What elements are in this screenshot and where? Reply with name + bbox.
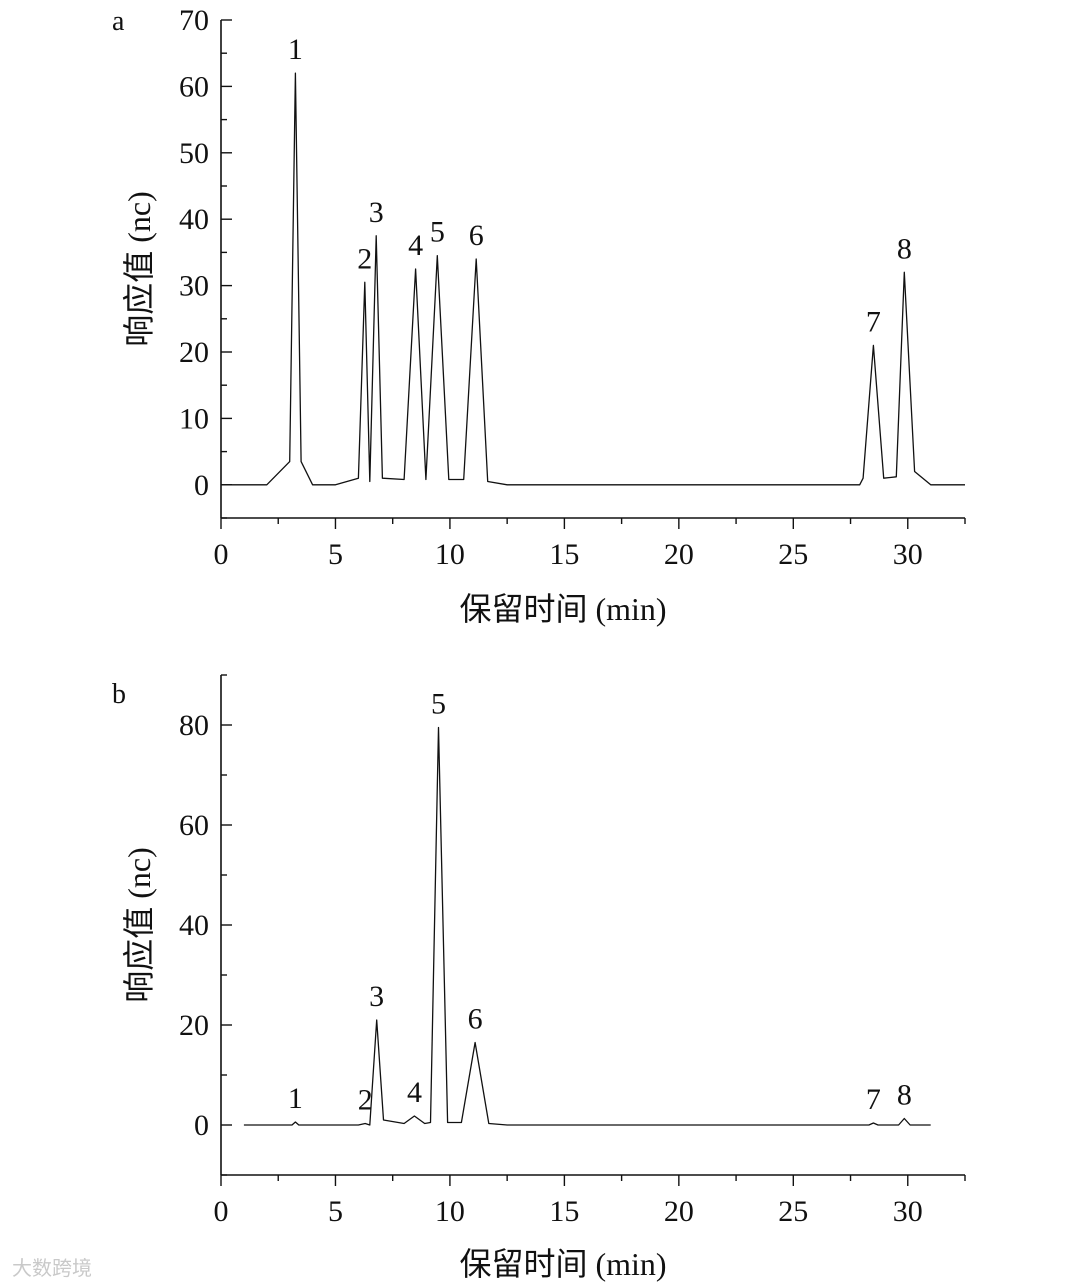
x-tick-label: 10: [435, 1195, 465, 1228]
peak-label: 7: [866, 305, 881, 338]
peak-label: 5: [431, 688, 446, 721]
y-tick-label: 60: [179, 70, 209, 103]
x-tick-label: 5: [328, 538, 343, 571]
x-axis-title: 保留时间 (min): [459, 1246, 666, 1282]
y-tick-label: 0: [194, 469, 209, 502]
x-tick-label: 0: [214, 538, 229, 571]
peak-label: 6: [469, 219, 484, 252]
x-tick-label: 15: [549, 538, 579, 571]
y-tick-label: 30: [179, 270, 209, 303]
x-tick-label: 15: [549, 1195, 579, 1228]
y-tick-label: 20: [179, 336, 209, 369]
x-tick-label: 30: [893, 1195, 923, 1228]
chromatogram-trace: [243, 726, 931, 1126]
x-tick-label: 10: [435, 538, 465, 571]
peak-label: 3: [369, 980, 384, 1013]
peak-label: 6: [468, 1003, 483, 1036]
peak-label: 4: [407, 1076, 422, 1109]
peak-label: 2: [357, 242, 372, 275]
watermark-text: 大数跨境: [12, 1256, 92, 1280]
peak-label: 1: [288, 1082, 303, 1115]
panel-letter: a: [112, 6, 125, 37]
panel-b-chart: 0 20 40 60 80 0 5 10 15 20 25 30 1 2 3 4 5 6 7 8 b 响应值 (nc) 保留…: [112, 674, 966, 1282]
y-tick-label: 60: [179, 809, 209, 842]
y-axis-title: 响应值 (nc): [121, 847, 157, 1003]
peak-label: 2: [358, 1084, 373, 1117]
peak-label: 8: [897, 1079, 912, 1112]
peak-label: 1: [288, 33, 303, 66]
y-tick-label: 80: [179, 709, 209, 742]
y-tick-label: 0: [194, 1109, 209, 1142]
y-tick-label: 10: [179, 402, 209, 435]
peak-label: 4: [408, 229, 423, 262]
peak-label: 5: [430, 216, 445, 249]
y-tick-label: 20: [179, 1009, 209, 1042]
peak-label: 7: [866, 1083, 881, 1116]
chromatogram-trace: [221, 72, 965, 486]
x-tick-label: 25: [778, 1195, 808, 1228]
x-tick-label: 25: [778, 538, 808, 571]
panel-letter: b: [112, 679, 126, 710]
y-tick-label: 50: [179, 137, 209, 170]
x-tick-label: 20: [664, 538, 694, 571]
peak-label: 8: [897, 232, 912, 265]
peak-label: 3: [369, 196, 384, 229]
x-tick-label: 20: [664, 1195, 694, 1228]
x-axis-title: 保留时间 (min): [459, 591, 666, 627]
x-tick-label: 0: [214, 1195, 229, 1228]
y-tick-label: 40: [179, 203, 209, 236]
x-tick-label: 30: [893, 538, 923, 571]
y-axis-title: 响应值 (nc): [121, 191, 157, 347]
y-tick-label: 40: [179, 909, 209, 942]
y-tick-label: 70: [179, 4, 209, 37]
x-tick-label: 5: [328, 1195, 343, 1228]
